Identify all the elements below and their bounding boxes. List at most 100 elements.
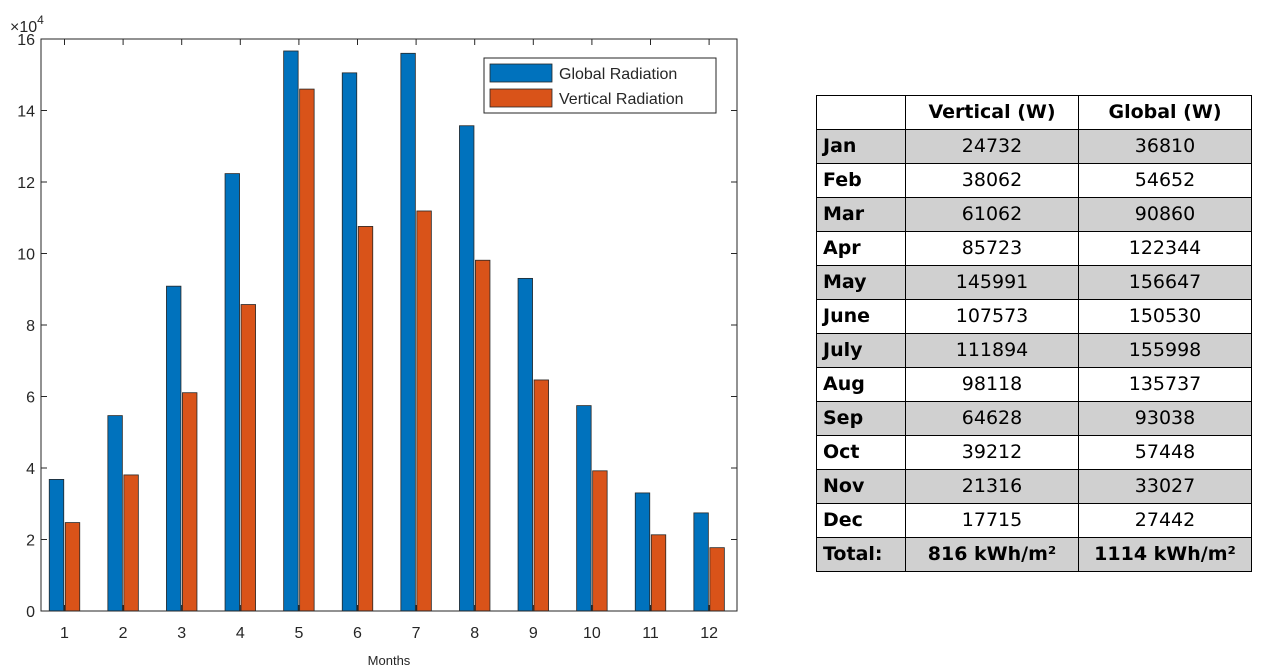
table-row: July 111894 155998 [816,333,1252,368]
vertical-value-cell: 61062 [905,197,1079,232]
month-cell: Oct [816,435,906,470]
bar-global-3 [166,285,182,612]
bar-vertical-12 [709,547,725,612]
vertical-value-cell: 145991 [905,265,1079,300]
y-tick-label: 14 [17,104,35,121]
table-total-row: Total: 816 kWh/m² 1114 kWh/m² [816,537,1252,572]
bar-global-1 [48,479,65,612]
month-cell: Nov [816,469,906,504]
table-row: Apr 85723 122344 [816,231,1252,266]
table-row: Mar 61062 90860 [816,197,1252,232]
bar-global-2 [107,415,123,612]
global-value-cell: 1114 kWh/m² [1078,537,1252,572]
month-cell: July [816,333,906,368]
plot-area [41,39,737,611]
y-tick-label: 8 [26,318,35,335]
table-row: May 145991 156647 [816,265,1252,300]
vertical-value-cell: 111894 [905,333,1079,368]
y-multiplier-label: ×104 [10,13,44,36]
month-cell: Aug [816,367,906,402]
vertical-value-cell: 17715 [905,503,1079,538]
vertical-value-cell: 21316 [905,469,1079,504]
bar-global-12 [693,512,709,612]
y-tick-label: 6 [26,390,35,407]
y-tick-label: 2 [26,533,35,550]
month-cell: Sep [816,401,906,436]
table-header-row: Vertical (W) Global (W) [816,95,1252,130]
bar-global-6 [341,72,358,612]
global-value-cell: 33027 [1078,469,1252,504]
vertical-value-cell: 98118 [905,367,1079,402]
global-value-cell: 27442 [1078,503,1252,538]
legend: Global Radiation Vertical Radiation [483,57,717,114]
y-tick-label: 0 [26,604,35,621]
legend-swatch-global [489,63,553,83]
month-cell: Dec [816,503,906,538]
global-value-cell: 36810 [1078,129,1252,164]
x-tick-label: 12 [700,625,718,642]
global-value-cell: 57448 [1078,435,1252,470]
legend-swatch-vertical [489,88,553,108]
bar-global-5 [283,50,299,612]
radiation-table: Vertical (W) Global (W) Jan 24732 36810 Feb… [816,95,1252,572]
x-tick-label: 5 [294,625,303,642]
x-tick-label: 3 [177,625,186,642]
bar-vertical-11 [650,534,667,612]
table-row: Oct 39212 57448 [816,435,1252,470]
month-cell: Mar [816,197,906,232]
x-tick-label: 4 [236,625,245,642]
bar-vertical-6 [357,226,374,612]
month-cell: June [816,299,906,334]
bar-vertical-9 [533,379,549,612]
x-tick-label: 9 [529,625,538,642]
global-value-cell: 156647 [1078,265,1252,300]
global-value-cell: 122344 [1078,231,1252,266]
x-tick-label: 11 [642,625,659,642]
vertical-value-cell: 38062 [905,163,1079,198]
bar-vertical-1 [64,522,81,612]
table-row: Feb 38062 54652 [816,163,1252,198]
table-row: Sep 64628 93038 [816,401,1252,436]
bar-vertical-10 [592,470,608,612]
bar-global-9 [517,277,533,612]
bar-vertical-3 [182,392,198,612]
bar-vertical-7 [416,210,432,612]
global-value-cell: 54652 [1078,163,1252,198]
bar-vertical-4 [240,304,256,612]
global-value-cell: 150530 [1078,299,1252,334]
y-tick-label: 12 [17,175,35,192]
bar-global-7 [400,52,416,612]
bar-vertical-2 [123,474,139,612]
bar-vertical-5 [299,88,315,612]
month-cell: May [816,265,906,300]
header-cell-empty [816,95,906,130]
global-value-cell: 93038 [1078,401,1252,436]
table-row: Nov 21316 33027 [816,469,1252,504]
legend-label-vertical: Vertical Radiation [559,91,684,108]
header-cell-global: Global (W) [1078,95,1252,130]
vertical-value-cell: 107573 [905,299,1079,334]
bar-global-8 [459,125,475,612]
y-tick-label: 10 [17,247,35,264]
x-tick-label: 10 [583,625,601,642]
vertical-value-cell: 24732 [905,129,1079,164]
y-tick-label: 4 [26,461,35,478]
table-row: Aug 98118 135737 [816,367,1252,402]
month-cell: Feb [816,163,906,198]
x-axis-label: Months [368,653,411,668]
bar-vertical-8 [475,259,491,612]
global-value-cell: 135737 [1078,367,1252,402]
x-tick-label: 7 [412,625,421,642]
bar-global-11 [634,492,651,612]
x-tick-label: 8 [470,625,479,642]
table-row: Jan 24732 36810 [816,129,1252,164]
vertical-value-cell: 39212 [905,435,1079,470]
month-cell: Jan [816,129,906,164]
x-tick-label: 6 [353,625,362,642]
global-value-cell: 90860 [1078,197,1252,232]
table-row: Dec 17715 27442 [816,503,1252,538]
vertical-value-cell: 816 kWh/m² [905,537,1079,572]
x-tick-label: 1 [60,625,69,642]
y-tick-label: 16 [17,32,35,49]
